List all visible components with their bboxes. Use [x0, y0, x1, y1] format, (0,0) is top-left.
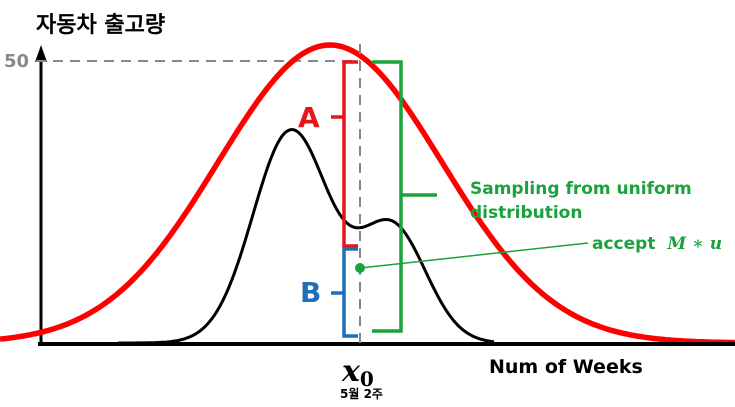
envelope-distribution-curve [0, 42, 735, 346]
uniform-note-line2: distribution [470, 203, 582, 223]
x0-symbol: x [341, 354, 361, 389]
x-axis-label: Num of Weeks [489, 356, 643, 378]
accept-expression: M ∗ u [666, 234, 722, 254]
accept-label: accept M ∗ u [592, 234, 722, 254]
accept-text: accept [592, 234, 655, 254]
uniform-note-line1: Sampling from uniform [470, 179, 692, 199]
accept-point [355, 263, 365, 273]
x0-subscript: 0 [360, 367, 374, 391]
x0-label: x0 [341, 354, 374, 391]
label-a: A [298, 101, 320, 134]
y-axis-title: 자동차 출고량 [36, 13, 165, 38]
accept-pointer-line [359, 242, 589, 269]
y-axis [35, 45, 47, 344]
label-b: B [300, 276, 321, 309]
bracket-a [331, 60, 358, 248]
bracket-b [331, 247, 358, 338]
x0-caption: 5월 2주 [340, 386, 383, 401]
y-axis-arrow-icon [35, 45, 47, 62]
target-distribution-curve [118, 127, 495, 345]
bracket-uniform [372, 60, 437, 333]
y-tick-label: 50 [4, 51, 29, 72]
